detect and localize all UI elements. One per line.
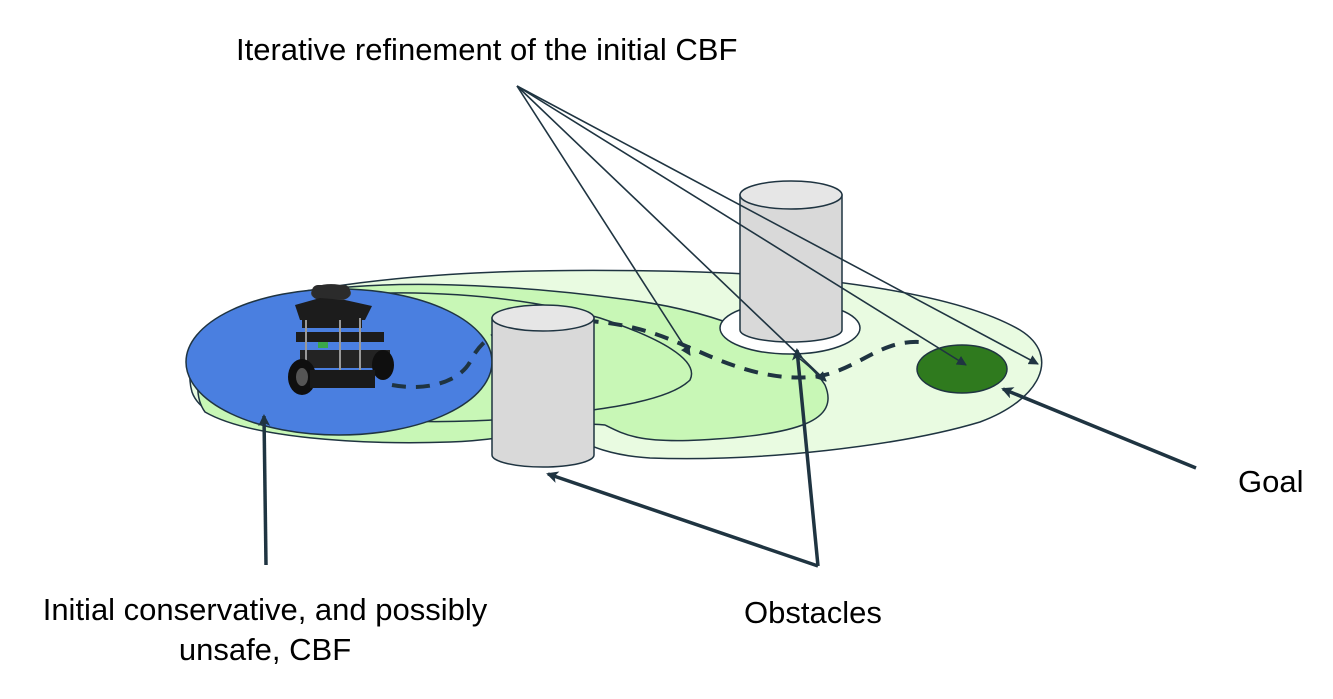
- obstacles-label: Obstacles: [744, 595, 882, 630]
- planned-path: [391, 317, 921, 390]
- initial-cbf-label-line2: unsafe, CBF: [178, 632, 352, 668]
- initial-cbf-label-line1: Initial conservative, and possibly: [42, 592, 488, 627]
- mobile-robot-icon: [288, 284, 394, 395]
- goal-label: Goal: [1238, 464, 1304, 499]
- initial-cbf-label: Initial conservative, and possibly unsaf…: [20, 590, 510, 671]
- refinement-arrows: [516, 85, 1039, 382]
- initial-cbf-arrow: [258, 414, 271, 566]
- obstacle-arrows: [546, 348, 820, 568]
- obstacle-right: [739, 180, 843, 343]
- refinement-label: Iterative refinement of the initial CBF: [236, 32, 738, 67]
- obstacle-left: [491, 304, 595, 468]
- goal-region: [916, 344, 1008, 394]
- goal-arrow: [1001, 387, 1197, 470]
